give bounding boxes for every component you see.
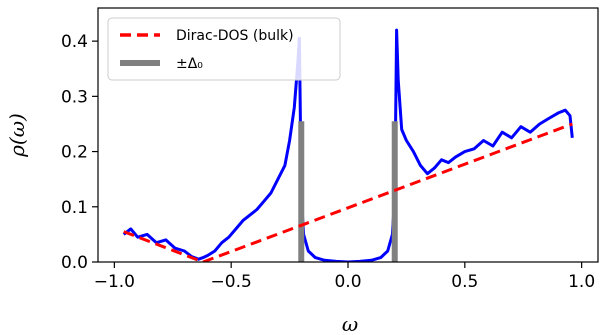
y-tick-label: 0.1 <box>61 198 88 218</box>
y-tick-label: 0.4 <box>61 32 88 52</box>
legend-frame <box>107 17 341 81</box>
x-tick-label: 0.5 <box>451 272 478 292</box>
legend-label-delta: ±Δ₀ <box>176 56 203 72</box>
legend-label-dirac: Dirac-DOS (bulk) <box>176 28 294 44</box>
x-tick-label: 0.0 <box>334 272 361 292</box>
series-dirac-line <box>123 122 573 262</box>
x-tick-label: −1.0 <box>94 272 135 292</box>
axes: −1.0 −0.5 0.0 0.5 1.0 0.0 0.1 0.2 0.3 0.4 <box>61 7 599 292</box>
x-axis-label: ω <box>342 312 358 335</box>
plot-series <box>122 28 574 262</box>
x-tick-label: 1.0 <box>568 272 595 292</box>
y-tick-label: 0.2 <box>61 143 88 163</box>
y-axis-label: ρ(ω) <box>5 113 29 158</box>
legend: Dirac-DOS (bulk) ±Δ₀ <box>107 17 341 81</box>
y-tick-label: 0.0 <box>61 253 88 273</box>
x-tick-label: −0.5 <box>211 272 252 292</box>
plot-area <box>122 28 574 262</box>
series-dos-line <box>122 28 574 262</box>
y-tick-label: 0.3 <box>61 87 88 107</box>
